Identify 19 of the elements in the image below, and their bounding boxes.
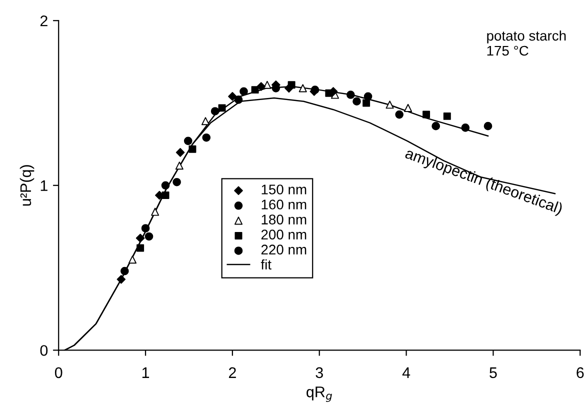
x-tick-label: 3 [316, 367, 323, 378]
y-tick-label: 0 [40, 345, 48, 356]
legend-label: 160 nm [262, 200, 306, 210]
x-axis-title: qR$_{g}$ [306, 386, 332, 402]
annotation: potato starch 175 °C [487, 30, 566, 56]
legend-label: 180 nm [262, 214, 306, 224]
x-tick-label: 5 [490, 367, 497, 378]
x-tick-label: 0 [54, 367, 62, 378]
legend-label: 200 nm [261, 230, 306, 240]
y-tick-label: 2 [40, 15, 48, 26]
y-axis-title: u²P(q) [20, 165, 34, 206]
y-tick-label: 1 [40, 180, 48, 191]
x-tick-label: 4 [402, 367, 410, 378]
x-tick-label: 1 [142, 367, 150, 378]
legend-label: 150 nm [262, 184, 306, 194]
legend-label: fit [260, 259, 272, 270]
x-tick-label: 2 [228, 367, 236, 378]
legend-label: 220 nm [261, 244, 306, 255]
x-tick-label: 6 [576, 367, 584, 378]
